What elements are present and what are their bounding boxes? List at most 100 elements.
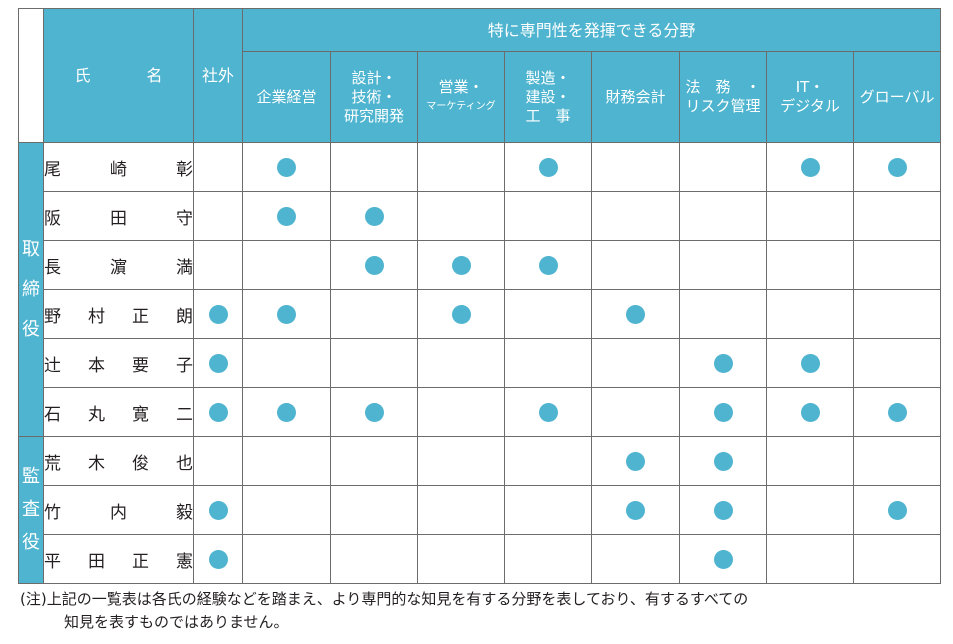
expertise-cell	[679, 485, 767, 535]
dot-marker-icon	[713, 452, 733, 471]
expertise-cell	[417, 240, 505, 290]
member-name-char: 平	[44, 551, 62, 572]
expertise-cell	[679, 191, 767, 241]
dot-marker-icon	[626, 305, 645, 324]
expertise-cell	[242, 191, 331, 241]
member-name-char: 田	[110, 208, 127, 229]
expertise-cell	[504, 191, 592, 241]
expertise-cell	[766, 240, 854, 290]
member-name-char: 要	[132, 355, 149, 376]
expertise-cell	[504, 534, 592, 584]
dot-marker-icon	[626, 501, 645, 520]
expertise-cell	[591, 191, 680, 241]
header-field-4: 財務会計	[591, 51, 680, 143]
header-field-line: デジタル	[780, 97, 840, 115]
member-name-char: 正	[132, 551, 149, 572]
expertise-cell	[330, 289, 418, 339]
member-name-char: 石	[44, 404, 62, 425]
table-row: 平田正憲	[19, 534, 942, 584]
member-name-char: 彰	[176, 159, 193, 180]
table-row: 阪田守	[19, 191, 942, 241]
external-cell	[193, 534, 243, 584]
dot-marker-icon	[800, 354, 820, 373]
member-name: 荒木俊也	[43, 436, 194, 486]
expertise-cell	[417, 142, 505, 192]
header-field-line: 企業経営	[256, 87, 317, 106]
member-name-char: 長	[44, 257, 62, 278]
expertise-cell	[330, 142, 418, 192]
expertise-cell	[330, 485, 418, 535]
expertise-cell	[242, 485, 331, 535]
table-row: 監査役荒木俊也	[18, 436, 942, 584]
header-external: 社外	[193, 8, 243, 143]
expertise-cell	[242, 338, 331, 388]
member-name-char: 木	[88, 453, 105, 474]
expertise-cell	[679, 338, 767, 388]
expertise-cell	[766, 436, 854, 486]
member-name-char: 辻	[44, 355, 62, 376]
member-name-char: 尾	[44, 159, 62, 180]
member-name-char: 俊	[132, 453, 149, 474]
expertise-cell	[417, 338, 505, 388]
group-label-char: 取	[22, 238, 40, 260]
table-row: 取締役尾崎彰	[18, 142, 942, 437]
expertise-cell	[852, 485, 942, 535]
header-field-6: IT・ デジタル	[766, 51, 854, 143]
expertise-cell	[417, 289, 505, 339]
expertise-cell	[679, 289, 767, 339]
header-field-line: 設計・	[351, 68, 397, 87]
member-name-char: 子	[176, 355, 193, 376]
dot-marker-icon	[208, 354, 228, 373]
expertise-cell	[766, 338, 854, 388]
expertise-cell	[504, 338, 592, 388]
external-cell	[193, 387, 243, 437]
dot-marker-icon	[451, 256, 471, 275]
member-name: 辻本要子	[43, 338, 194, 388]
header-field-line: IT・	[795, 78, 825, 96]
member-name-char: 本	[88, 355, 105, 376]
expertise-cell	[330, 534, 418, 584]
member-name-char: 竹	[44, 502, 62, 523]
table-row: 竹内毅	[19, 485, 942, 535]
table-row: 野村正朗	[19, 289, 942, 339]
expertise-cell	[417, 387, 505, 437]
member-name: 石丸寛二	[43, 387, 194, 437]
member-name: 尾崎彰	[43, 142, 194, 192]
group-label-char: 監	[22, 466, 40, 487]
member-name-char: 也	[176, 453, 193, 474]
expertise-cell	[330, 387, 418, 437]
header-expertise-title: 特に専門性を発揮できる分野	[241, 8, 942, 52]
expertise-cell	[242, 240, 331, 290]
expertise-cell	[591, 387, 680, 437]
external-cell	[193, 289, 243, 339]
expertise-cell	[591, 485, 680, 535]
dot-marker-icon	[208, 305, 228, 324]
header-field-line: 財務会計	[605, 87, 666, 106]
header-field-line: リスク管理	[685, 97, 761, 115]
dot-marker-icon	[713, 550, 733, 569]
expertise-cell	[330, 436, 418, 486]
expertise-cell	[679, 387, 767, 437]
footnote-line-1: (注)上記の一覧表は各氏の経験などを踏まえ、より専門的な知見を有する分野を表して…	[20, 590, 749, 608]
expertise-cell	[242, 534, 331, 584]
expertise-cell	[679, 436, 767, 486]
dot-marker-icon	[713, 501, 733, 520]
member-name: 平田正憲	[43, 534, 194, 584]
member-name-char: 憲	[176, 551, 193, 572]
expertise-cell	[417, 191, 505, 241]
dot-marker-icon	[538, 403, 558, 422]
expertise-cell	[766, 534, 854, 584]
dot-marker-icon	[626, 452, 645, 471]
dot-marker-icon	[208, 403, 228, 422]
table-row: 辻本要子	[19, 338, 942, 388]
dot-marker-icon	[713, 403, 733, 422]
external-cell	[193, 191, 243, 241]
footnote: (注)上記の一覧表は各氏の経験などを踏まえ、より専門的な知見を有する分野を表して…	[20, 588, 940, 634]
expertise-cell	[591, 289, 680, 339]
expertise-cell	[591, 142, 680, 192]
dot-marker-icon	[451, 305, 471, 324]
member-name-char: 毅	[176, 502, 193, 523]
dot-marker-icon	[277, 305, 296, 324]
dot-marker-icon	[887, 501, 907, 520]
member-name: 阪田守	[43, 191, 194, 241]
